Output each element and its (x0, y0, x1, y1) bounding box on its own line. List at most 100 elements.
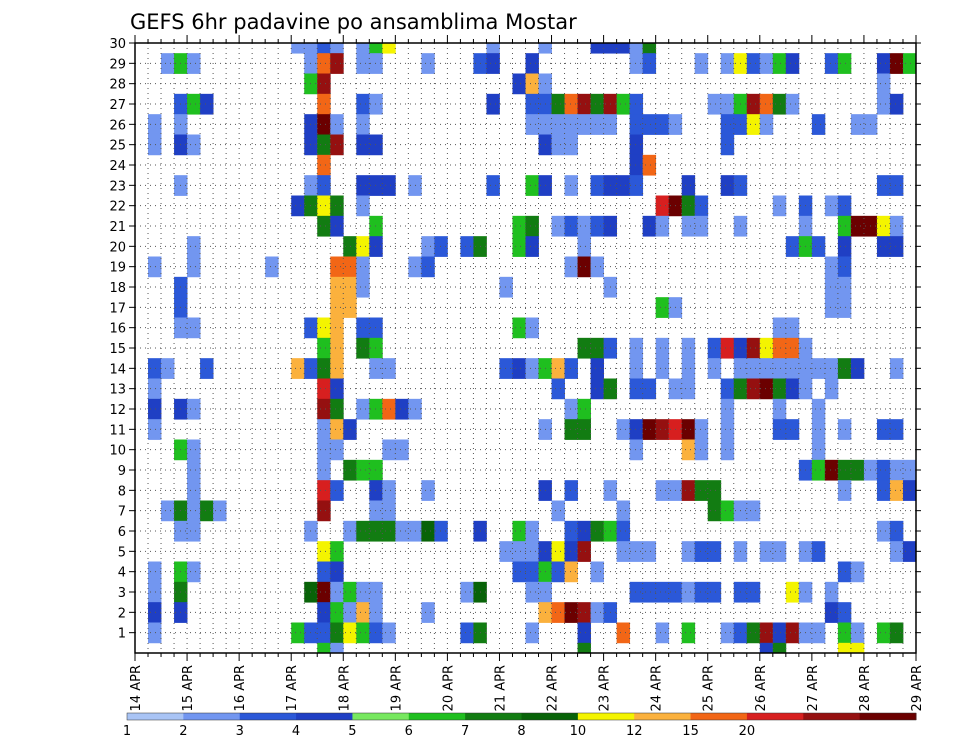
heatmap-cell (512, 236, 526, 257)
heatmap-cell (187, 561, 201, 583)
heatmap-cell (824, 378, 839, 400)
x-tick-label: 25 APR (702, 665, 717, 711)
heatmap-cell (694, 195, 709, 217)
y-tick-label: 25 (109, 139, 126, 154)
heatmap-cell (551, 134, 565, 156)
colorbar-label: 10 (570, 724, 587, 739)
heatmap-cell (317, 53, 331, 74)
heatmap-cell (330, 378, 344, 400)
heatmap-cell (772, 358, 787, 379)
heatmap-cell (512, 541, 526, 562)
heatmap-cell (564, 419, 578, 440)
colorbar-swatch (465, 713, 522, 720)
heatmap-cell (681, 419, 696, 440)
heatmap-cell (876, 53, 891, 74)
heatmap-cell (590, 93, 604, 115)
heatmap-cell (304, 43, 318, 54)
heatmap-cell (694, 480, 709, 501)
heatmap-cell (837, 215, 852, 237)
heatmap-cell (291, 195, 305, 217)
heatmap-cell (746, 114, 761, 135)
heatmap-cell (525, 358, 539, 379)
heatmap-cell (681, 195, 696, 217)
heatmap-cell (356, 398, 370, 420)
heatmap-cell (694, 53, 709, 74)
heatmap-cell (629, 53, 644, 74)
heatmap-cell (876, 73, 891, 95)
heatmap-cell (317, 195, 331, 217)
heatmap-cell (551, 602, 565, 623)
heatmap-cell (317, 541, 331, 562)
heatmap-cell (369, 53, 383, 74)
heatmap-cell (577, 520, 591, 542)
heatmap-cell (382, 398, 396, 420)
heatmap-cell (889, 541, 904, 562)
heatmap-cell (395, 520, 409, 542)
heatmap-cell (759, 337, 774, 359)
heatmap-cell (590, 215, 604, 237)
x-tick-label: 22 APR (546, 665, 561, 711)
heatmap-cell (486, 53, 500, 74)
heatmap-cell (889, 236, 904, 257)
heatmap-cell (590, 337, 604, 359)
heatmap-cell (148, 114, 162, 135)
heatmap-cell (655, 337, 670, 359)
heatmap-cell (655, 581, 670, 603)
heatmap-cell (785, 358, 800, 379)
colorbar-swatch (521, 713, 579, 720)
heatmap-cell (577, 602, 591, 623)
heatmap-cell (486, 93, 500, 115)
heatmap-cell (317, 134, 331, 156)
heatmap-cell (759, 622, 774, 644)
chart-title: GEFS 6hr padavine po ansamblima Mostar (130, 10, 577, 34)
heatmap-cell (343, 602, 357, 623)
heatmap-cell (577, 93, 591, 115)
heatmap-cell (291, 43, 305, 54)
heatmap-cell (759, 53, 774, 74)
heatmap-cell (369, 398, 383, 420)
heatmap-cell (876, 520, 891, 542)
heatmap-cell (551, 378, 565, 400)
heatmap-cell (720, 398, 735, 420)
heatmap-cell (811, 459, 826, 481)
heatmap-cell (564, 480, 578, 501)
heatmap-cell (317, 459, 331, 481)
heatmap-cell (356, 93, 370, 115)
heatmap-cell (707, 500, 722, 522)
heatmap-cell (720, 378, 735, 400)
heatmap-cell (876, 175, 891, 196)
heatmap-cell (369, 215, 383, 237)
heatmap-cell (577, 398, 591, 420)
heatmap-cell (850, 622, 865, 644)
heatmap-cell (330, 215, 344, 237)
heatmap-cell (213, 500, 227, 522)
heatmap-cell (876, 93, 891, 115)
colorbar-swatch (634, 713, 692, 720)
heatmap-cell (837, 276, 852, 298)
heatmap-cell (330, 276, 344, 298)
heatmap-cell (629, 439, 644, 461)
heatmap-cell (525, 541, 539, 562)
heatmap-cell (356, 114, 370, 135)
y-tick-label: 6 (118, 525, 126, 540)
heatmap-cell (499, 358, 513, 379)
heatmap-cell (187, 134, 201, 156)
heatmap-cell (590, 602, 604, 623)
y-tick-label: 8 (118, 484, 126, 499)
heatmap-cell (382, 358, 396, 379)
heatmap-cell (772, 642, 787, 654)
heatmap-cell (369, 337, 383, 359)
heatmap-cell (356, 602, 370, 623)
heatmap-cell (317, 581, 331, 603)
heatmap-cell (369, 459, 383, 481)
heatmap-cell (369, 520, 383, 542)
heatmap-cell (525, 93, 539, 115)
heatmap-cell (876, 480, 891, 501)
colorbar-swatch (408, 713, 466, 720)
heatmap-cell (681, 439, 696, 461)
heatmap-cell (564, 398, 578, 420)
heatmap-cell (369, 480, 383, 501)
heatmap-cell (382, 43, 396, 54)
y-tick-label: 14 (109, 362, 126, 377)
heatmap-cell (720, 114, 735, 135)
